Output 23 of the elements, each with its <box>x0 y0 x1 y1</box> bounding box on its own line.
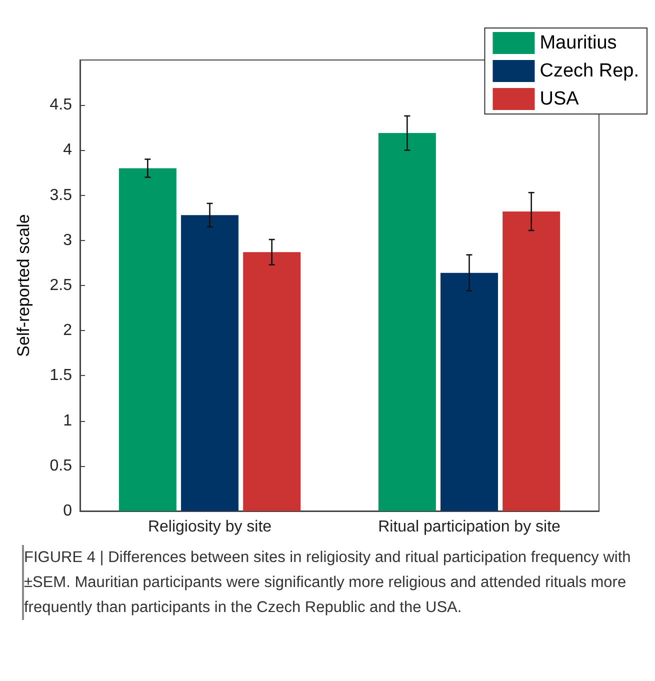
y-tick-label: 1.5 <box>50 367 72 384</box>
bar <box>378 133 436 511</box>
y-tick-label: 0.5 <box>50 457 72 474</box>
y-tick-label: 3.5 <box>50 186 72 204</box>
bar <box>181 215 238 511</box>
bar <box>118 168 176 511</box>
y-axis-title: Self-reported scale <box>14 214 33 357</box>
legend-label: USA <box>540 88 580 110</box>
legend-label: Mauritius <box>540 32 617 54</box>
y-tick-label: 4 <box>63 142 72 159</box>
y-tick-label: 1 <box>63 412 72 430</box>
bar <box>502 212 560 511</box>
y-tick-label: 2.5 <box>50 277 72 294</box>
x-tick-label: Ritual participation by site <box>378 518 561 536</box>
caption: FIGURE 4 | Differences between sites in religiosity and ritual participation frequency with ±SEM. Mauritian participants were significantly more religious and attended rituals more frequently than participants in the Czech Republic and the USA. <box>24 545 637 620</box>
y-tick-label: 3 <box>63 232 72 249</box>
y-tick-label: 4.5 <box>50 96 72 114</box>
y-tick-label: 0 <box>63 502 72 520</box>
bar <box>243 252 301 511</box>
x-tick-label: Religiosity by site <box>148 518 272 536</box>
legend-label: Czech Rep. <box>540 60 640 82</box>
y-tick-label: 2 <box>63 322 72 340</box>
bar <box>440 272 498 511</box>
